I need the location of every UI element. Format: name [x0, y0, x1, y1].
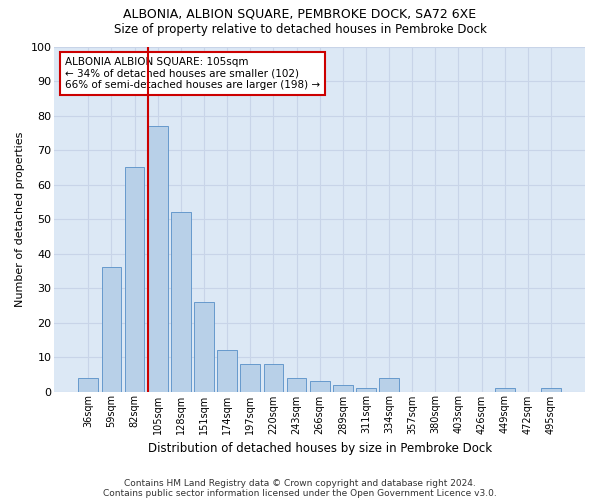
Bar — [125, 168, 145, 392]
Bar — [356, 388, 376, 392]
Text: ALBONIA, ALBION SQUARE, PEMBROKE DOCK, SA72 6XE: ALBONIA, ALBION SQUARE, PEMBROKE DOCK, S… — [124, 8, 476, 20]
Bar — [379, 378, 399, 392]
Text: Contains public sector information licensed under the Open Government Licence v3: Contains public sector information licen… — [103, 488, 497, 498]
Bar — [495, 388, 515, 392]
Bar — [241, 364, 260, 392]
Text: ALBONIA ALBION SQUARE: 105sqm
← 34% of detached houses are smaller (102)
66% of : ALBONIA ALBION SQUARE: 105sqm ← 34% of d… — [65, 57, 320, 90]
Y-axis label: Number of detached properties: Number of detached properties — [15, 132, 25, 306]
Text: Size of property relative to detached houses in Pembroke Dock: Size of property relative to detached ho… — [113, 22, 487, 36]
Bar — [101, 268, 121, 392]
Bar — [287, 378, 307, 392]
Bar — [541, 388, 561, 392]
Bar — [263, 364, 283, 392]
Bar — [194, 302, 214, 392]
Bar — [79, 378, 98, 392]
Bar — [333, 384, 353, 392]
Text: Contains HM Land Registry data © Crown copyright and database right 2024.: Contains HM Land Registry data © Crown c… — [124, 478, 476, 488]
X-axis label: Distribution of detached houses by size in Pembroke Dock: Distribution of detached houses by size … — [148, 442, 492, 455]
Bar — [171, 212, 191, 392]
Bar — [310, 381, 329, 392]
Bar — [148, 126, 167, 392]
Bar — [217, 350, 237, 392]
